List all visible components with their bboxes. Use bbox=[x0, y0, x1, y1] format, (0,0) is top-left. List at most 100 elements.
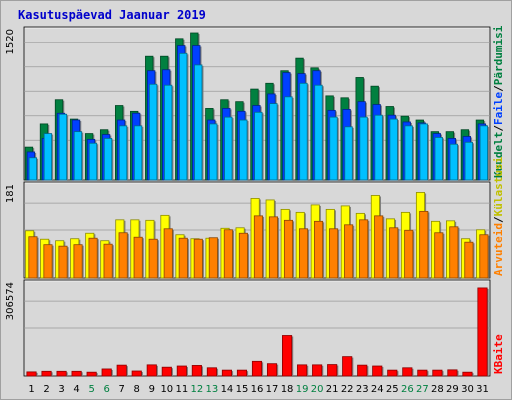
x-tick-label-6: 6 bbox=[103, 384, 109, 395]
hits-bar-25 bbox=[389, 118, 399, 181]
sites-bar-14 bbox=[223, 229, 234, 279]
sites-bar-4 bbox=[73, 244, 84, 279]
legend-top: Kuudelt/Faile/Pärdumisi bbox=[492, 25, 505, 178]
hits-bar-31 bbox=[479, 125, 490, 181]
sites-bar-22 bbox=[344, 224, 355, 279]
x-tick-label-11: 11 bbox=[175, 384, 188, 395]
kbytes-bar-1 bbox=[26, 371, 38, 377]
hits-bar-5 bbox=[88, 142, 99, 181]
x-tick-label-29: 29 bbox=[446, 384, 459, 395]
top-panel: 1520 bbox=[5, 26, 491, 181]
x-tick-label-5: 5 bbox=[88, 384, 94, 395]
kbytes-bar-11 bbox=[176, 365, 188, 377]
hits-bar-16 bbox=[254, 111, 264, 181]
x-tick-label-10: 10 bbox=[160, 384, 173, 395]
x-tick-label-28: 28 bbox=[431, 384, 444, 395]
kbytes-bar-15 bbox=[236, 369, 249, 377]
x-tick-label-9: 9 bbox=[149, 384, 155, 395]
kbytes-bar-25 bbox=[387, 369, 399, 377]
chart-title: Kasutuspäevad Jaanuar 2019 bbox=[18, 8, 206, 22]
middle-ymax-label: 181 bbox=[5, 184, 16, 203]
legend-bottom: KBaite bbox=[492, 334, 505, 374]
sites-bar-18 bbox=[283, 219, 295, 279]
hits-bar-18 bbox=[284, 96, 294, 181]
hits-bar-3 bbox=[58, 113, 69, 181]
sites-bar-15 bbox=[238, 232, 250, 279]
x-tick-label-27: 27 bbox=[416, 384, 429, 395]
x-tick-label-25: 25 bbox=[386, 384, 399, 395]
kbytes-bar-21 bbox=[327, 364, 339, 377]
kbytes-bar-16 bbox=[251, 360, 264, 377]
x-tick-label-15: 15 bbox=[236, 384, 249, 395]
hits-bar-12 bbox=[194, 64, 204, 181]
kbytes-bar-10 bbox=[161, 366, 173, 377]
sites-bar-2 bbox=[43, 244, 54, 279]
sites-bar-17 bbox=[268, 216, 280, 279]
hits-bar-7 bbox=[118, 125, 129, 181]
sites-bar-20 bbox=[314, 220, 325, 279]
kbytes-bar-13 bbox=[206, 367, 219, 377]
sites-bar-30 bbox=[464, 241, 475, 279]
x-tick-label-31: 31 bbox=[476, 384, 489, 395]
kbytes-bar-23 bbox=[357, 364, 369, 377]
hits-bar-10 bbox=[164, 84, 174, 181]
kbytes-bar-9 bbox=[146, 364, 158, 377]
sites-bar-16 bbox=[253, 215, 265, 279]
top-ymax-label: 1520 bbox=[5, 29, 16, 54]
sites-bar-13 bbox=[208, 237, 219, 279]
x-tick-label-17: 17 bbox=[266, 384, 279, 395]
hits-bar-22 bbox=[344, 126, 354, 181]
kbytes-bar-26 bbox=[402, 367, 414, 377]
sites-bar-29 bbox=[449, 226, 460, 279]
hits-bar-9 bbox=[148, 83, 159, 181]
sites-bar-25 bbox=[389, 227, 400, 279]
kbytes-bar-28 bbox=[432, 369, 444, 377]
kbytes-bar-24 bbox=[372, 365, 384, 377]
bottom-panel: 306574 bbox=[5, 279, 491, 377]
x-tick-label-1: 1 bbox=[28, 384, 34, 395]
sites-bar-23 bbox=[359, 219, 370, 279]
sites-bar-3 bbox=[58, 245, 69, 279]
x-tick-label-19: 19 bbox=[296, 384, 309, 395]
legend-middle: Arvuteid/Külastusi bbox=[492, 156, 505, 276]
hits-bar-1 bbox=[28, 157, 39, 181]
kbytes-bar-20 bbox=[312, 364, 324, 377]
x-tick-label-18: 18 bbox=[281, 384, 294, 395]
kbytes-bar-6 bbox=[101, 368, 113, 377]
kbytes-bar-2 bbox=[41, 370, 53, 377]
sites-bar-28 bbox=[434, 232, 445, 279]
kbytes-bar-17 bbox=[266, 363, 279, 377]
x-tick-label-13: 13 bbox=[206, 384, 219, 395]
kbytes-bar-30 bbox=[462, 371, 474, 377]
sites-bar-31 bbox=[479, 234, 490, 279]
x-tick-label-3: 3 bbox=[58, 384, 64, 395]
sites-bar-26 bbox=[404, 229, 415, 279]
sites-bar-27 bbox=[419, 210, 430, 279]
sites-bar-19 bbox=[298, 228, 310, 279]
kbytes-bar-29 bbox=[447, 369, 459, 377]
hits-bar-17 bbox=[269, 103, 279, 181]
x-tick-label-4: 4 bbox=[73, 384, 79, 395]
kbytes-bar-27 bbox=[417, 369, 429, 377]
sites-bar-1 bbox=[28, 236, 39, 279]
sites-bar-7 bbox=[118, 232, 129, 279]
kbytes-bar-31 bbox=[477, 287, 489, 377]
hits-bar-30 bbox=[464, 141, 475, 181]
kbytes-bar-18 bbox=[282, 335, 294, 377]
sites-bar-6 bbox=[103, 243, 114, 279]
hits-bar-28 bbox=[434, 137, 444, 181]
hits-bar-8 bbox=[133, 125, 144, 181]
sites-bar-24 bbox=[374, 215, 385, 279]
kbytes-bar-8 bbox=[131, 370, 143, 377]
sites-bar-10 bbox=[163, 228, 174, 279]
sites-bar-21 bbox=[329, 228, 340, 279]
sites-bar-12 bbox=[193, 238, 204, 279]
hits-bar-20 bbox=[314, 84, 324, 181]
sites-bar-8 bbox=[133, 236, 144, 279]
kbytes-bar-4 bbox=[71, 370, 83, 377]
hits-bar-11 bbox=[179, 52, 189, 181]
hits-bar-27 bbox=[419, 123, 429, 181]
x-tick-label-12: 12 bbox=[191, 384, 204, 395]
hits-bar-23 bbox=[359, 116, 369, 181]
